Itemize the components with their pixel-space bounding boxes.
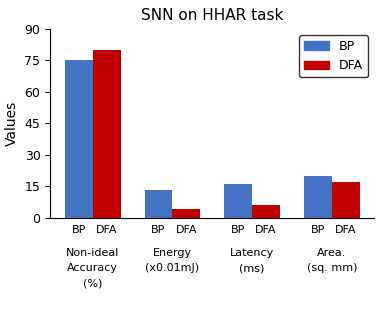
Bar <box>304 176 332 218</box>
Bar <box>145 190 173 218</box>
Text: (%): (%) <box>83 279 103 289</box>
Bar <box>332 182 360 218</box>
Text: (sq. mm): (sq. mm) <box>306 263 357 273</box>
Bar <box>173 209 200 218</box>
Bar <box>65 60 93 218</box>
Text: Area.: Area. <box>317 248 347 258</box>
Text: Energy: Energy <box>153 248 192 258</box>
Bar <box>224 184 252 218</box>
Bar <box>252 205 280 218</box>
Text: Accuracy: Accuracy <box>67 263 118 273</box>
Text: (ms): (ms) <box>239 263 265 273</box>
Y-axis label: Values: Values <box>5 100 19 146</box>
Title: SNN on HHAR task: SNN on HHAR task <box>141 8 283 23</box>
Text: Non-ideal: Non-ideal <box>66 248 120 258</box>
Legend: BP, DFA: BP, DFA <box>299 35 368 77</box>
Text: Latency: Latency <box>230 248 274 258</box>
Bar <box>93 50 121 218</box>
Text: (x0.01mJ): (x0.01mJ) <box>146 263 200 273</box>
